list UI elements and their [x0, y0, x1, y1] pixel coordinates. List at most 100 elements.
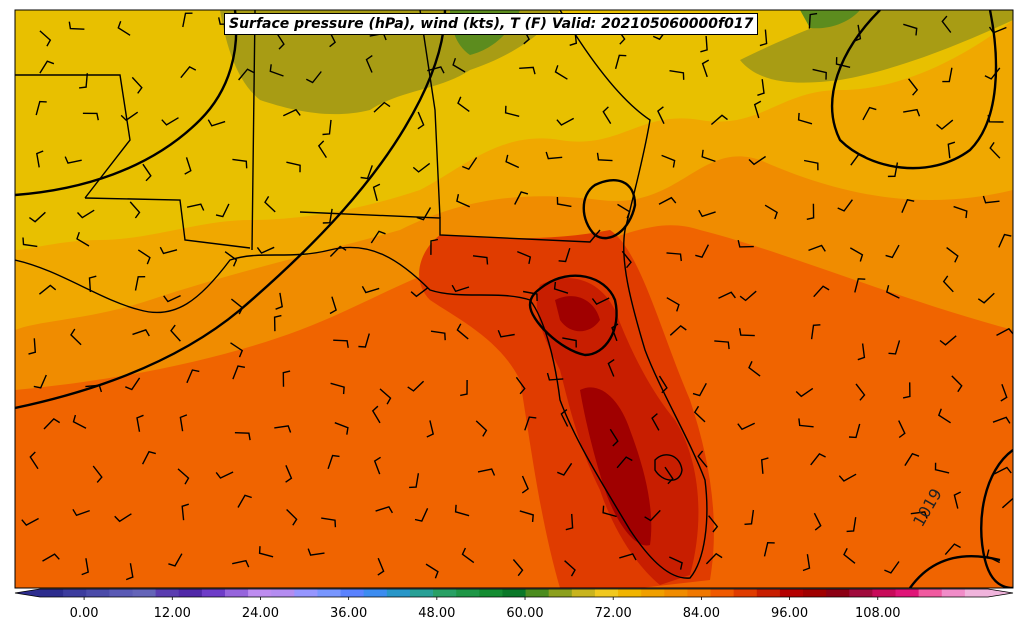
wind-barb	[76, 209, 95, 219]
wind-barb	[43, 418, 61, 430]
wind-barb	[901, 198, 915, 213]
wind-barb	[142, 163, 152, 182]
wind-barb	[430, 238, 439, 255]
temperature-band-dark-red	[555, 296, 652, 546]
wind-barb	[753, 100, 762, 119]
wind-barb	[522, 290, 538, 302]
wind-barb	[545, 151, 563, 160]
wind-barb	[230, 342, 244, 358]
wind-barb	[181, 503, 190, 521]
wind-barb	[849, 247, 864, 262]
wind-barb	[813, 512, 822, 531]
colorbar-swatch	[641, 589, 665, 597]
map-frame	[14, 9, 1014, 589]
wind-barb	[457, 96, 470, 112]
wind-barbs	[21, 12, 1013, 581]
wind-barb	[658, 196, 677, 205]
wind-barb	[475, 420, 488, 437]
wind-barb	[72, 414, 87, 429]
wind-barb	[88, 275, 97, 293]
wind-barb	[35, 100, 47, 116]
colorbar-swatch	[224, 589, 249, 597]
wind-barb	[361, 285, 380, 294]
wind-barb	[666, 297, 680, 312]
wind-barb	[942, 275, 954, 293]
wind-barb	[182, 12, 193, 28]
wind-barb	[412, 162, 431, 173]
colorbar-swatch	[618, 589, 642, 597]
wind-barb	[992, 416, 1011, 424]
wind-barb	[902, 382, 911, 399]
wind-barb	[658, 375, 668, 394]
wind-barb	[410, 287, 429, 298]
wind-barb	[462, 157, 478, 170]
wind-barb	[514, 191, 529, 205]
wind-barb	[810, 324, 821, 340]
wind-barb	[953, 205, 968, 219]
wind-barb	[903, 23, 918, 36]
wind-barb	[184, 157, 192, 175]
wind-barb	[232, 158, 248, 169]
wind-barb	[360, 165, 373, 180]
wind-barb	[737, 239, 754, 248]
wind-barb	[358, 333, 370, 348]
wind-barb	[161, 117, 179, 126]
wind-barb	[29, 451, 39, 470]
wind-barb	[611, 323, 619, 342]
wind-barb	[168, 553, 183, 567]
wind-barb	[524, 416, 537, 431]
colorbar-swatch	[271, 589, 295, 597]
colorbar	[14, 588, 1014, 600]
wind-barb	[125, 563, 134, 581]
wind-barb	[887, 162, 899, 178]
wind-barb	[562, 337, 577, 348]
state-border-tx-la	[15, 74, 131, 199]
wind-barb	[224, 251, 238, 267]
wind-barb	[377, 557, 385, 576]
gulf-coastline	[15, 10, 708, 579]
wind-barb	[591, 297, 610, 305]
wind-barb	[456, 194, 470, 208]
wind-barb	[409, 473, 420, 489]
wind-barb	[558, 247, 571, 263]
wind-barb	[82, 112, 99, 121]
colorbar-swatch	[63, 589, 87, 597]
colorbar-swatch	[155, 589, 180, 597]
wind-barb	[305, 71, 322, 84]
colorbar-swatch	[201, 589, 226, 597]
colorbar-swatch	[109, 589, 133, 597]
wind-barb	[472, 255, 489, 265]
wind-barb	[757, 79, 765, 96]
wind-barb	[372, 183, 381, 201]
colorbar-swatch	[918, 589, 943, 597]
wind-barb	[286, 161, 301, 173]
wind-barb	[998, 233, 1012, 248]
wind-barb	[986, 549, 1001, 564]
wind-barb	[327, 454, 340, 470]
wind-barb	[693, 405, 706, 423]
wind-barb	[64, 156, 82, 164]
wind-barb	[739, 290, 757, 302]
wind-barb	[81, 558, 89, 576]
wind-barb	[806, 203, 815, 220]
wind-barb	[329, 245, 347, 257]
wind-barb	[215, 471, 234, 479]
wind-barb	[137, 249, 151, 265]
wind-barb	[837, 199, 853, 212]
wind-barb	[748, 155, 766, 166]
wind-barb	[846, 517, 857, 533]
wind-barb	[234, 432, 251, 441]
state-border-ga-fl	[299, 211, 601, 243]
wind-barb	[651, 413, 660, 431]
isobar-north	[15, 10, 238, 197]
wind-barb	[708, 515, 719, 533]
wind-barb	[317, 140, 327, 158]
colorbar-swatch	[779, 589, 804, 597]
wind-barb	[936, 119, 954, 130]
colorbar-swatch	[502, 589, 527, 597]
colorbar-outline	[14, 588, 1014, 598]
wind-barb	[862, 106, 877, 121]
wind-barb	[519, 510, 534, 522]
wind-barb	[607, 359, 615, 377]
wind-barb	[232, 365, 246, 380]
